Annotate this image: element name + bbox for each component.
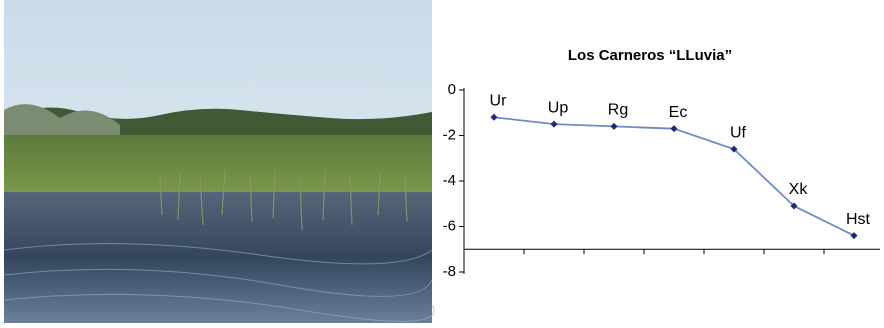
marker xyxy=(850,232,858,240)
marker xyxy=(490,113,498,121)
marker xyxy=(550,120,558,128)
point-label: Rg xyxy=(608,102,628,119)
point-label: Ur xyxy=(490,93,508,110)
chart-title: Los Carneros “LLuvia” xyxy=(568,47,732,64)
marker xyxy=(730,145,738,153)
point-label: Hst xyxy=(846,211,871,228)
photo xyxy=(3,0,435,323)
point-label: Uf xyxy=(730,124,747,141)
point-label: Up xyxy=(548,99,569,116)
marker xyxy=(670,125,678,133)
point-label: Ec xyxy=(669,104,688,121)
y-tick-label: -4 xyxy=(443,172,456,189)
marker xyxy=(610,122,618,130)
marker xyxy=(790,202,798,210)
y-tick-label: -2 xyxy=(443,126,456,143)
point-label: Xk xyxy=(789,181,809,198)
series-line xyxy=(493,116,855,237)
y-tick-label: 0 xyxy=(448,81,456,98)
y-tick-label: -6 xyxy=(443,217,456,234)
y-tick-label: -8 xyxy=(443,263,456,280)
